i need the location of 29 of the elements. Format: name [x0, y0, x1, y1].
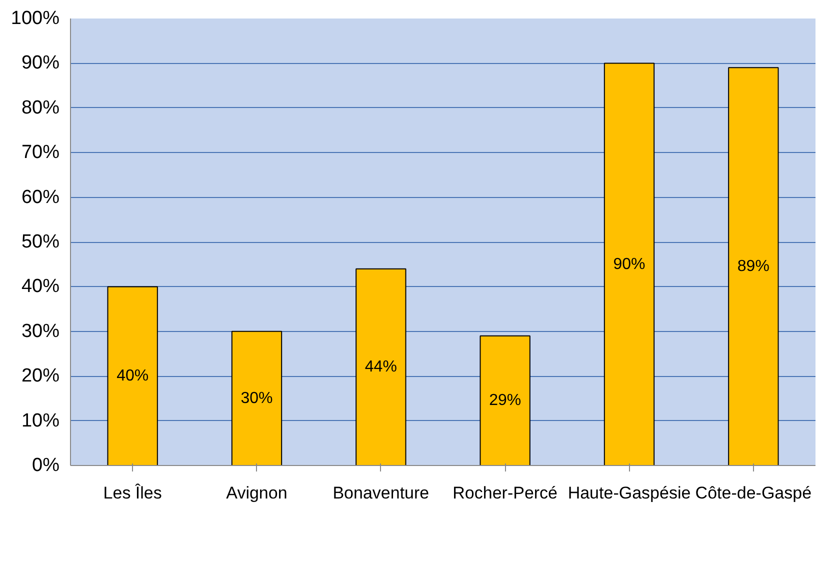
x-tick-label: Avignon: [226, 484, 288, 502]
y-tick-label: 20%: [21, 366, 60, 387]
x-tick-label: Rocher-Percé: [452, 484, 558, 502]
y-tick-label: 40%: [21, 276, 60, 298]
x-tick-label: Côte-de-Gaspé: [695, 484, 812, 502]
data-label: 44%: [364, 358, 397, 376]
bar: [107, 286, 158, 466]
bar: [604, 62, 655, 466]
data-label: 30%: [240, 390, 273, 407]
y-tick-label: 30%: [21, 320, 60, 342]
y-tick-label: 50%: [21, 232, 60, 252]
data-label: 40%: [116, 368, 149, 385]
x-tick-label: Bonaventure: [332, 484, 430, 502]
y-tick-label: 10%: [21, 410, 60, 432]
y-tick-label: 100%: [10, 8, 60, 29]
data-label: 90%: [613, 256, 646, 273]
bar: [231, 330, 282, 466]
data-label: 29%: [489, 392, 522, 410]
x-tick-label: Haute-Gaspésie: [568, 484, 691, 502]
bar: [728, 67, 779, 466]
x-tick-label: Les Îles: [103, 484, 162, 502]
data-label: 89%: [737, 258, 770, 276]
bar: [356, 268, 406, 466]
y-tick-label: 0%: [32, 455, 60, 476]
y-tick-label: 90%: [21, 52, 60, 74]
bar: [480, 335, 530, 466]
y-tick-label: 70%: [21, 142, 60, 164]
y-tick-label: 60%: [21, 186, 60, 208]
y-tick-label: 80%: [21, 97, 60, 118]
